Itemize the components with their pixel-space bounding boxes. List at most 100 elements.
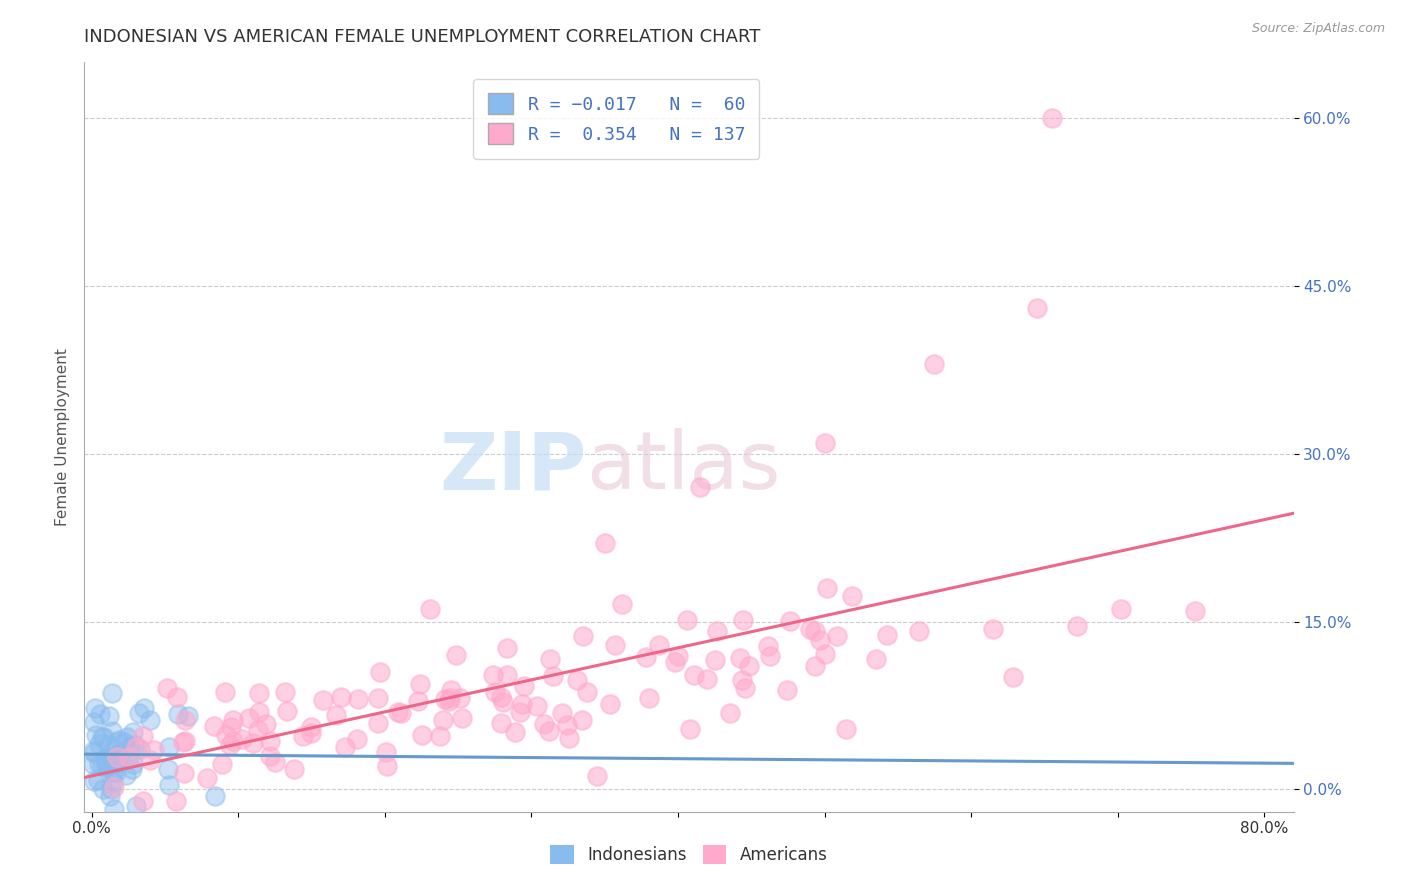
- Americans: [103, 780, 125, 794]
- Americans: [276, 704, 298, 718]
- Americans: [908, 624, 931, 638]
- Indonesians: [82, 756, 104, 771]
- Americans: [808, 632, 831, 647]
- Americans: [329, 690, 352, 704]
- Americans: [593, 536, 616, 550]
- Indonesians: [90, 759, 112, 773]
- Americans: [312, 693, 335, 707]
- Americans: [165, 793, 187, 807]
- Indonesians: [96, 754, 118, 768]
- Americans: [411, 728, 433, 742]
- Americans: [510, 697, 533, 711]
- Americans: [666, 648, 689, 663]
- Americans: [738, 659, 761, 673]
- Americans: [492, 696, 515, 710]
- Americans: [214, 685, 236, 699]
- Americans: [558, 731, 581, 746]
- Americans: [449, 691, 471, 706]
- Americans: [924, 358, 946, 372]
- Americans: [567, 673, 589, 687]
- Americans: [533, 717, 555, 731]
- Americans: [174, 713, 197, 727]
- Indonesians: [100, 749, 122, 764]
- Indonesians: [91, 782, 114, 797]
- Americans: [503, 724, 526, 739]
- Text: INDONESIAN VS AMERICAN FEMALE UNEMPLOYMENT CORRELATION CHART: INDONESIAN VS AMERICAN FEMALE UNEMPLOYME…: [84, 28, 761, 45]
- Americans: [664, 656, 686, 670]
- Americans: [117, 750, 139, 764]
- Americans: [1066, 618, 1088, 632]
- Americans: [482, 668, 505, 682]
- Americans: [718, 706, 741, 720]
- Americans: [139, 754, 162, 768]
- Indonesians: [108, 733, 131, 747]
- Americans: [815, 581, 838, 595]
- Text: Source: ZipAtlas.com: Source: ZipAtlas.com: [1251, 22, 1385, 36]
- Americans: [612, 598, 634, 612]
- Indonesians: [121, 762, 143, 776]
- Indonesians: [100, 685, 122, 699]
- Americans: [513, 679, 536, 693]
- Americans: [734, 681, 756, 695]
- Indonesians: [83, 773, 105, 788]
- Americans: [439, 694, 461, 708]
- Americans: [242, 736, 264, 750]
- Americans: [124, 740, 146, 755]
- Americans: [731, 673, 754, 687]
- Americans: [259, 734, 281, 748]
- Indonesians: [103, 751, 125, 765]
- Americans: [571, 713, 593, 727]
- Americans: [367, 716, 389, 731]
- Indonesians: [103, 774, 125, 789]
- Americans: [759, 648, 782, 663]
- Americans: [835, 723, 858, 737]
- Americans: [555, 718, 578, 732]
- Americans: [551, 706, 574, 720]
- Americans: [704, 653, 727, 667]
- Indonesians: [103, 802, 125, 816]
- Indonesians: [134, 701, 156, 715]
- Americans: [439, 690, 461, 705]
- Americans: [634, 649, 657, 664]
- Americans: [132, 793, 155, 807]
- Americans: [299, 726, 322, 740]
- Indonesians: [117, 731, 139, 745]
- Americans: [599, 697, 621, 711]
- Americans: [219, 739, 242, 753]
- Indonesians: [139, 713, 162, 727]
- Americans: [434, 692, 457, 706]
- Americans: [489, 716, 512, 731]
- Americans: [491, 690, 513, 704]
- Indonesians: [83, 700, 105, 714]
- Americans: [222, 713, 245, 727]
- Americans: [683, 667, 706, 681]
- Americans: [346, 692, 368, 706]
- Indonesians: [104, 764, 127, 779]
- Americans: [195, 772, 218, 786]
- Americans: [419, 602, 441, 616]
- Indonesians: [87, 737, 110, 751]
- Indonesians: [98, 738, 121, 752]
- Americans: [387, 706, 409, 720]
- Americans: [247, 706, 270, 720]
- Americans: [174, 734, 197, 748]
- Americans: [325, 708, 347, 723]
- Indonesians: [100, 781, 122, 796]
- Indonesians: [110, 746, 132, 760]
- Americans: [813, 435, 835, 450]
- Americans: [679, 723, 702, 737]
- Indonesians: [125, 798, 148, 813]
- Indonesians: [104, 754, 127, 768]
- Indonesians: [167, 706, 190, 721]
- Americans: [406, 694, 429, 708]
- Americans: [1026, 301, 1049, 316]
- Americans: [1001, 670, 1024, 684]
- Americans: [676, 614, 699, 628]
- Indonesians: [84, 728, 107, 742]
- Indonesians: [98, 789, 121, 804]
- Americans: [219, 720, 242, 734]
- Americans: [166, 690, 188, 705]
- Americans: [346, 732, 368, 747]
- Americans: [495, 668, 517, 682]
- Americans: [231, 732, 253, 747]
